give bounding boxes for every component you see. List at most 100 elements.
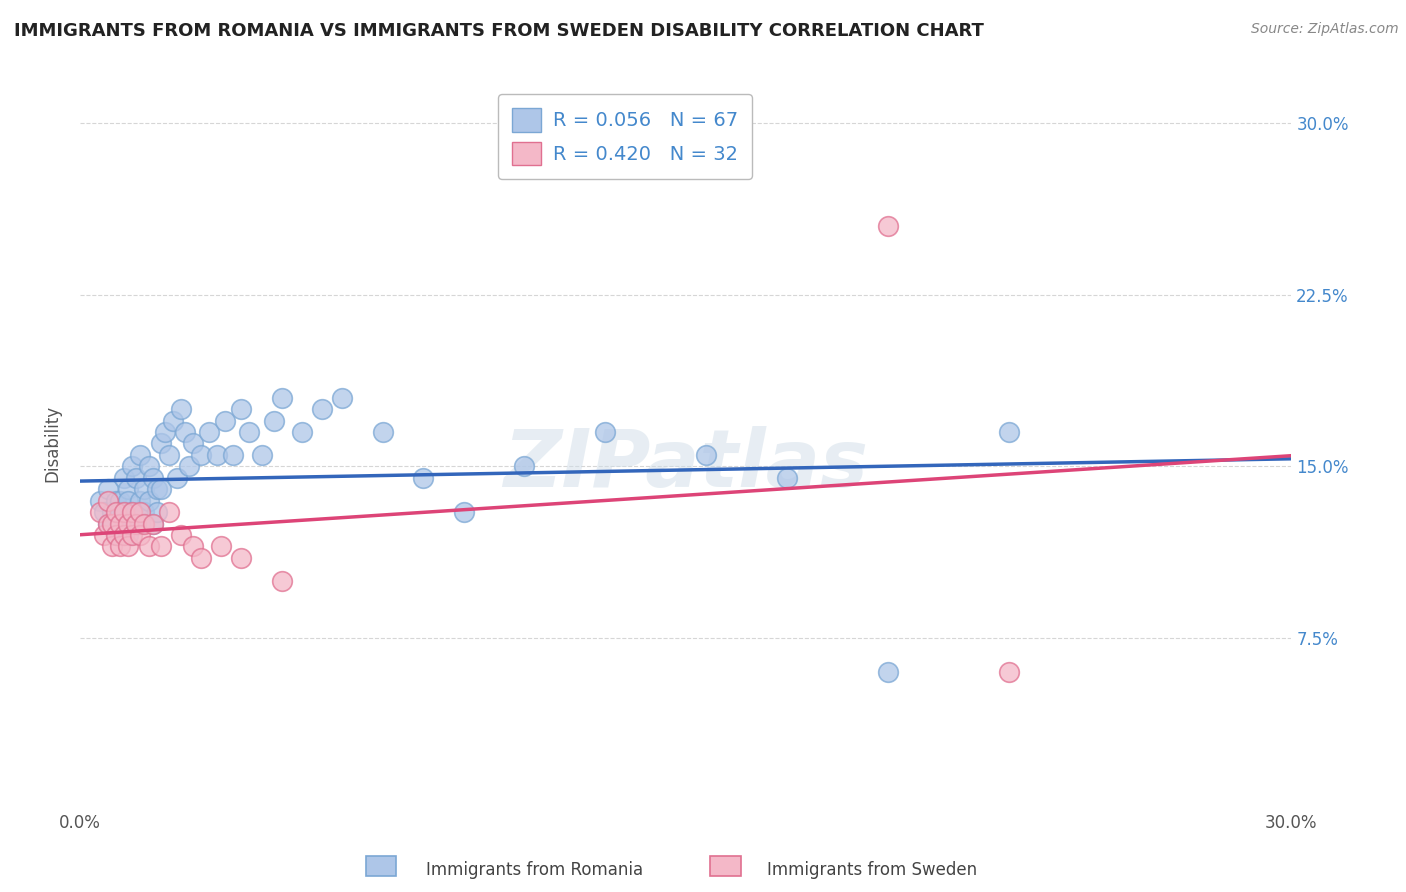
Point <box>105 528 128 542</box>
Point <box>214 414 236 428</box>
Point <box>157 448 180 462</box>
Point <box>238 425 260 439</box>
Point <box>181 540 204 554</box>
Point <box>190 550 212 565</box>
Point <box>291 425 314 439</box>
Point <box>112 505 135 519</box>
Point <box>97 493 120 508</box>
Point <box>153 425 176 439</box>
Point <box>121 516 143 531</box>
Point <box>270 391 292 405</box>
Point <box>222 448 245 462</box>
Point <box>149 482 172 496</box>
Point <box>112 516 135 531</box>
Point <box>93 528 115 542</box>
Point <box>117 540 139 554</box>
Point <box>149 540 172 554</box>
Point <box>105 505 128 519</box>
Text: Source: ZipAtlas.com: Source: ZipAtlas.com <box>1251 22 1399 37</box>
Point <box>101 516 124 531</box>
Point <box>138 493 160 508</box>
Text: ZIPatlas: ZIPatlas <box>503 426 868 505</box>
Point <box>121 528 143 542</box>
Point <box>453 505 475 519</box>
Point <box>97 516 120 531</box>
Point <box>250 448 273 462</box>
Point <box>105 505 128 519</box>
Point <box>170 528 193 542</box>
Point <box>93 505 115 519</box>
Text: IMMIGRANTS FROM ROMANIA VS IMMIGRANTS FROM SWEDEN DISABILITY CORRELATION CHART: IMMIGRANTS FROM ROMANIA VS IMMIGRANTS FR… <box>14 22 984 40</box>
Point <box>97 516 120 531</box>
Point <box>198 425 221 439</box>
Point <box>117 528 139 542</box>
Point <box>110 540 132 554</box>
Point <box>101 505 124 519</box>
Point <box>231 550 253 565</box>
Point <box>117 493 139 508</box>
Point <box>181 436 204 450</box>
Point <box>177 459 200 474</box>
Point <box>105 493 128 508</box>
Bar <box>710 856 741 876</box>
Point <box>134 482 156 496</box>
Point <box>775 471 797 485</box>
Point <box>125 516 148 531</box>
Point <box>231 402 253 417</box>
Point <box>117 516 139 531</box>
Point <box>138 459 160 474</box>
Point <box>270 574 292 588</box>
Point <box>112 528 135 542</box>
Point <box>134 516 156 531</box>
Point <box>263 414 285 428</box>
Point <box>205 448 228 462</box>
Point <box>117 482 139 496</box>
Point <box>129 448 152 462</box>
Point <box>129 528 152 542</box>
Point <box>412 471 434 485</box>
Point <box>125 516 148 531</box>
Point <box>142 471 165 485</box>
Point <box>129 505 152 519</box>
Point <box>695 448 717 462</box>
Text: Immigrants from Romania: Immigrants from Romania <box>426 861 643 879</box>
Point <box>330 391 353 405</box>
Point <box>311 402 333 417</box>
Point <box>997 425 1019 439</box>
Y-axis label: Disability: Disability <box>44 405 60 482</box>
Point <box>149 436 172 450</box>
Point <box>105 528 128 542</box>
Point <box>134 505 156 519</box>
Point <box>997 665 1019 680</box>
Point <box>110 505 132 519</box>
Point <box>125 471 148 485</box>
Point <box>89 505 111 519</box>
Point <box>876 219 898 234</box>
Point <box>110 516 132 531</box>
Point <box>162 414 184 428</box>
Legend: R = 0.056   N = 67, R = 0.420   N = 32: R = 0.056 N = 67, R = 0.420 N = 32 <box>499 95 752 179</box>
Point <box>121 505 143 519</box>
Point <box>125 505 148 519</box>
Point <box>97 482 120 496</box>
Point <box>145 482 167 496</box>
Point <box>513 459 536 474</box>
Point <box>145 505 167 519</box>
Point <box>209 540 232 554</box>
Text: Immigrants from Sweden: Immigrants from Sweden <box>766 861 977 879</box>
Point <box>110 493 132 508</box>
Point <box>138 540 160 554</box>
Point <box>142 516 165 531</box>
Point <box>166 471 188 485</box>
Point <box>157 505 180 519</box>
Point <box>173 425 195 439</box>
Point <box>190 448 212 462</box>
Point <box>593 425 616 439</box>
Point <box>876 665 898 680</box>
Point <box>129 493 152 508</box>
Point <box>112 505 135 519</box>
Point <box>101 516 124 531</box>
Point <box>112 471 135 485</box>
Point <box>121 459 143 474</box>
Bar <box>366 856 396 876</box>
